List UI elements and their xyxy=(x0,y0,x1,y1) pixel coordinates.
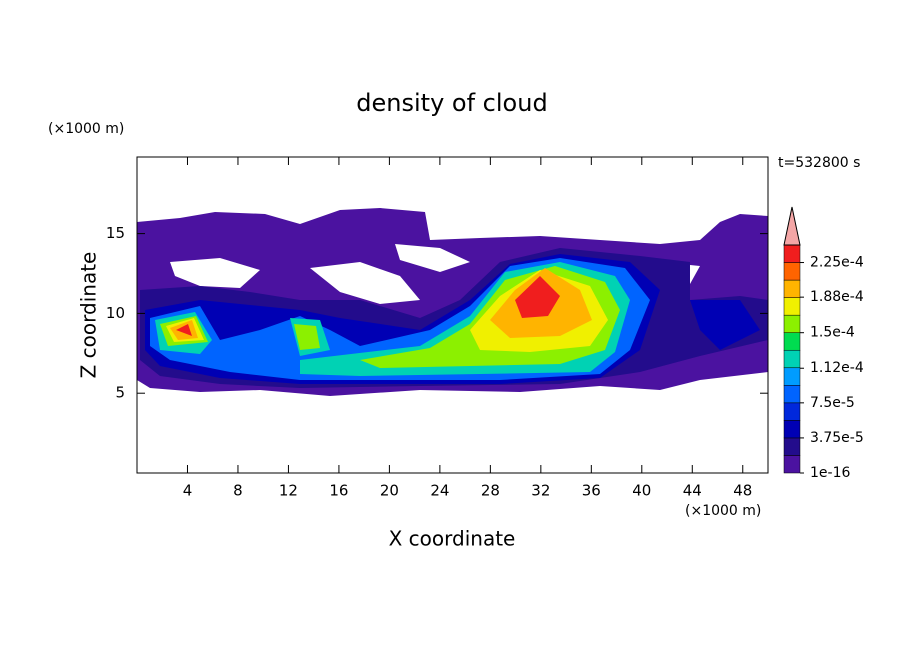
x-tick-label: 44 xyxy=(683,482,702,500)
colorbar-tick-label: 1.5e-4 xyxy=(810,325,855,341)
colorbar-segment xyxy=(783,279,801,298)
y-tick-label: 15 xyxy=(106,224,125,242)
y-unit-label: (×1000 m) xyxy=(48,121,124,137)
chart-title: density of cloud xyxy=(356,89,547,117)
colorbar-tick-label: 1.88e-4 xyxy=(810,289,864,305)
colorbar-segment xyxy=(783,402,801,421)
colorbar-segment xyxy=(783,332,801,351)
x-tick-label: 32 xyxy=(531,482,550,500)
x-tick-label: 12 xyxy=(279,482,298,500)
x-tick-label: 40 xyxy=(632,482,651,500)
cloud-layer xyxy=(170,268,592,340)
colorbar-tick-label: 3.75e-5 xyxy=(810,430,864,446)
colorbar-segment xyxy=(783,262,801,281)
y-tick-label: 10 xyxy=(106,304,125,322)
colorbar-tick-label: 7.5e-5 xyxy=(810,395,855,411)
x-tick-label: 4 xyxy=(183,482,193,500)
x-tick-label: 48 xyxy=(733,482,752,500)
colorbar-segment xyxy=(783,314,801,333)
colorbar-segment xyxy=(783,367,801,386)
colorbar-segment xyxy=(783,455,801,474)
x-axis-label: X coordinate xyxy=(389,527,516,551)
x-tick-label: 8 xyxy=(233,482,243,500)
colorbar-segment xyxy=(783,349,801,369)
colorbar-segment xyxy=(783,297,801,316)
contour-field xyxy=(137,208,768,396)
x-tick-label: 20 xyxy=(380,482,399,500)
cloud-layer xyxy=(170,244,700,320)
colorbar-tick-label: 1e-16 xyxy=(810,465,850,481)
y-tick-label: 5 xyxy=(115,384,125,402)
colorbar-segment xyxy=(783,437,801,456)
x-tick-label: 28 xyxy=(481,482,500,500)
time-label: t=532800 s xyxy=(778,155,860,171)
colorbar-segment xyxy=(783,244,801,263)
y-axis-label: Z coordinate xyxy=(77,252,101,379)
colorbar-tick-label: 2.25e-4 xyxy=(810,255,864,271)
x-tick-label: 16 xyxy=(329,482,348,500)
x-tick-label: 36 xyxy=(582,482,601,500)
colorbar-segment xyxy=(783,420,801,439)
cloud-layer xyxy=(166,270,608,352)
colorbar-segment xyxy=(783,385,801,404)
colorbar-tick-label: 1.12e-4 xyxy=(810,360,864,376)
plot-frame xyxy=(136,156,769,474)
x-unit-label: (×1000 m) xyxy=(685,503,761,519)
x-tick-label: 24 xyxy=(430,482,449,500)
colorbar-extend xyxy=(783,206,801,246)
